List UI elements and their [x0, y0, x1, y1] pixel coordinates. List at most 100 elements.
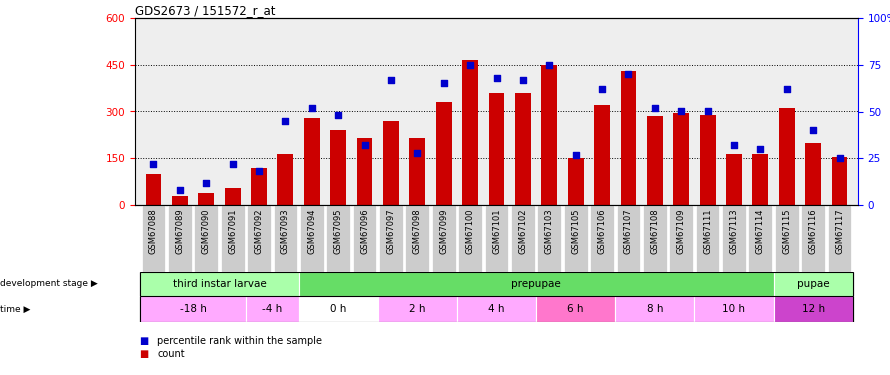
FancyBboxPatch shape	[247, 205, 271, 272]
Point	[173, 187, 187, 193]
Text: GSM67095: GSM67095	[334, 209, 343, 254]
FancyBboxPatch shape	[299, 272, 773, 296]
FancyBboxPatch shape	[458, 205, 482, 272]
Text: GSM67093: GSM67093	[281, 209, 290, 254]
Bar	[409, 138, 425, 205]
Point	[832, 155, 846, 161]
Point	[490, 75, 504, 81]
Text: GSM67105: GSM67105	[571, 209, 580, 254]
Point	[753, 146, 767, 152]
Bar	[779, 108, 795, 205]
Text: GSM67099: GSM67099	[440, 209, 449, 254]
Text: time ▶: time ▶	[0, 304, 30, 313]
Text: GSM67117: GSM67117	[835, 209, 844, 254]
Bar	[303, 118, 320, 205]
Point	[727, 142, 741, 148]
FancyBboxPatch shape	[299, 296, 377, 322]
FancyBboxPatch shape	[590, 205, 614, 272]
FancyBboxPatch shape	[722, 205, 746, 272]
Text: GSM67111: GSM67111	[703, 209, 712, 254]
Text: third instar larvae: third instar larvae	[173, 279, 266, 289]
Point	[780, 86, 794, 92]
Point	[199, 180, 214, 186]
Point	[595, 86, 609, 92]
FancyBboxPatch shape	[775, 205, 798, 272]
Text: ■: ■	[140, 336, 149, 346]
Point	[700, 108, 715, 114]
Bar	[172, 196, 188, 205]
Text: GSM67100: GSM67100	[465, 209, 474, 254]
Point	[437, 81, 451, 87]
Point	[542, 62, 556, 68]
Text: GSM67106: GSM67106	[597, 209, 607, 254]
Text: -18 h: -18 h	[180, 304, 206, 314]
FancyBboxPatch shape	[563, 205, 587, 272]
Text: 4 h: 4 h	[489, 304, 505, 314]
Point	[225, 161, 239, 167]
Bar	[330, 130, 346, 205]
Point	[569, 152, 583, 157]
Bar	[146, 174, 161, 205]
FancyBboxPatch shape	[617, 205, 640, 272]
Bar	[357, 138, 373, 205]
FancyBboxPatch shape	[773, 272, 853, 296]
FancyBboxPatch shape	[141, 296, 246, 322]
Text: development stage ▶: development stage ▶	[0, 279, 98, 288]
Bar	[489, 93, 505, 205]
Bar	[674, 113, 689, 205]
FancyBboxPatch shape	[141, 272, 299, 296]
FancyBboxPatch shape	[536, 296, 615, 322]
FancyBboxPatch shape	[352, 205, 376, 272]
Bar	[278, 154, 294, 205]
FancyBboxPatch shape	[379, 205, 403, 272]
Text: GSM67116: GSM67116	[809, 209, 818, 254]
Point	[648, 105, 662, 111]
Point	[410, 150, 425, 156]
Bar	[224, 188, 240, 205]
Text: 0 h: 0 h	[330, 304, 346, 314]
Point	[674, 108, 688, 114]
Text: GSM67094: GSM67094	[307, 209, 316, 254]
Point	[146, 161, 160, 167]
Bar	[752, 154, 768, 205]
Bar	[831, 157, 847, 205]
Text: GSM67088: GSM67088	[149, 209, 158, 254]
Bar	[251, 168, 267, 205]
Point	[252, 168, 266, 174]
Point	[331, 112, 345, 118]
FancyBboxPatch shape	[643, 205, 667, 272]
FancyBboxPatch shape	[141, 296, 853, 322]
Bar	[726, 154, 742, 205]
FancyBboxPatch shape	[246, 296, 299, 322]
Point	[304, 105, 319, 111]
FancyBboxPatch shape	[141, 272, 853, 296]
Bar	[383, 121, 399, 205]
FancyBboxPatch shape	[696, 205, 719, 272]
Point	[621, 71, 635, 77]
Text: -4 h: -4 h	[262, 304, 282, 314]
Text: GSM67107: GSM67107	[624, 209, 633, 254]
Text: GSM67096: GSM67096	[360, 209, 369, 254]
Bar	[700, 115, 716, 205]
Text: GSM67108: GSM67108	[651, 209, 659, 254]
Bar	[198, 192, 214, 205]
Text: 6 h: 6 h	[568, 304, 584, 314]
Point	[463, 62, 477, 68]
FancyBboxPatch shape	[748, 205, 773, 272]
Point	[384, 77, 398, 83]
FancyBboxPatch shape	[615, 296, 694, 322]
Text: GSM67101: GSM67101	[492, 209, 501, 254]
Text: GSM67102: GSM67102	[518, 209, 528, 254]
Text: ■: ■	[140, 349, 149, 359]
Text: GSM67090: GSM67090	[202, 209, 211, 254]
Text: GSM67115: GSM67115	[782, 209, 791, 254]
Text: GSM67098: GSM67098	[413, 209, 422, 254]
FancyBboxPatch shape	[801, 205, 825, 272]
Text: 10 h: 10 h	[723, 304, 746, 314]
Text: pupae: pupae	[797, 279, 829, 289]
Text: GDS2673 / 151572_r_at: GDS2673 / 151572_r_at	[135, 4, 276, 17]
Point	[516, 77, 530, 83]
FancyBboxPatch shape	[377, 296, 457, 322]
Text: percentile rank within the sample: percentile rank within the sample	[158, 336, 322, 346]
Text: 2 h: 2 h	[409, 304, 425, 314]
